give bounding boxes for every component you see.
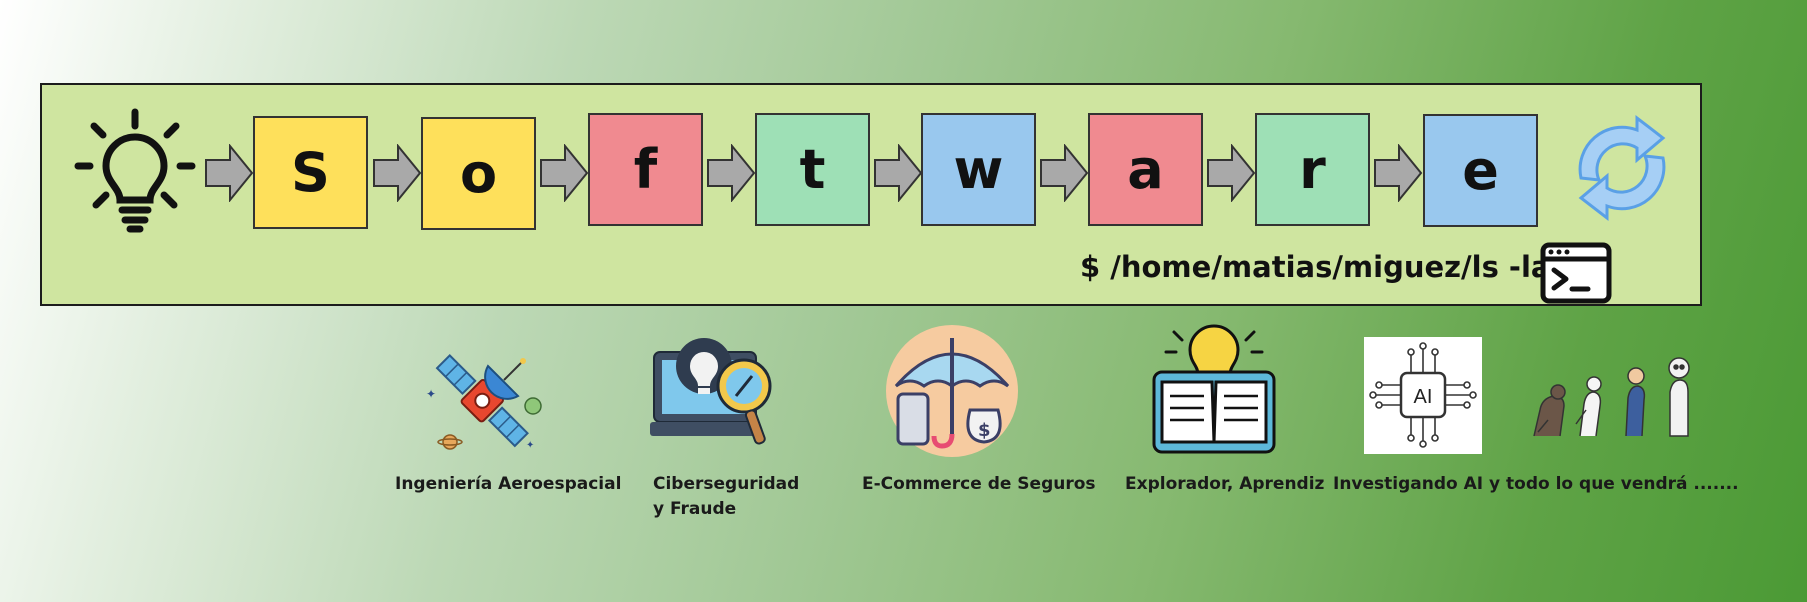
svg-text:AI: AI: [1414, 386, 1433, 408]
arrow-right-icon: [373, 144, 422, 202]
refresh-icon: [1578, 114, 1666, 222]
evolution-icon: [1533, 357, 1690, 437]
arrow-right-icon: [1374, 144, 1423, 202]
letter-box-t: t: [755, 113, 870, 226]
letter-box-o: o: [421, 117, 536, 230]
letter-box-f: f: [588, 113, 703, 226]
caption-insurance: E-Commerce de Seguros: [862, 474, 1096, 494]
svg-text:✦: ✦: [426, 387, 436, 401]
svg-text:✦: ✦: [526, 440, 534, 451]
letter-box-e: e: [1423, 114, 1538, 227]
terminal-icon: [1540, 242, 1612, 304]
caption-cybersecurity-line2: y Fraude: [653, 499, 737, 519]
caption-cybersecurity-line1: Ciberseguridad: [653, 474, 800, 494]
arrow-right-icon: [205, 144, 254, 202]
satellite-icon: ✦ ✦: [426, 354, 542, 451]
letter-box-a: a: [1088, 113, 1203, 226]
cybersecurity-icon: [650, 338, 772, 445]
book-idea-icon: [1152, 324, 1276, 454]
letter-box-r: r: [1255, 113, 1370, 226]
letter-box-s: S: [253, 116, 368, 229]
caption-ai: Investigando AI y todo lo que vendrá ...…: [1333, 474, 1739, 494]
caption-cybersecurity: Ciberseguridad y Fraude: [653, 472, 799, 522]
arrow-right-icon: [707, 144, 756, 202]
ai-chip-icon: AI: [1364, 337, 1482, 454]
arrow-right-icon: [1207, 144, 1256, 202]
lightbulb-icon: [74, 108, 196, 233]
arrow-right-icon: [1040, 144, 1089, 202]
caption-explorer: Explorador, Aprendiz: [1125, 474, 1325, 494]
terminal-command: $ /home/matias/miguez/ls -la: [1080, 250, 1551, 284]
arrow-right-icon: [874, 144, 923, 202]
insurance-icon: $: [886, 325, 1018, 457]
arrow-right-icon: [540, 144, 589, 202]
svg-text:$: $: [978, 420, 991, 441]
caption-aerospace: Ingeniería Aeroespacial: [395, 474, 622, 494]
letter-box-w: w: [921, 113, 1036, 226]
